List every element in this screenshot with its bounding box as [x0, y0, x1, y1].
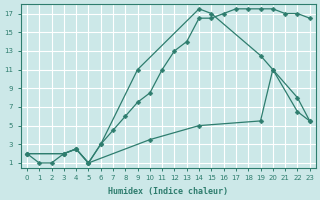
X-axis label: Humidex (Indice chaleur): Humidex (Indice chaleur)	[108, 187, 228, 196]
